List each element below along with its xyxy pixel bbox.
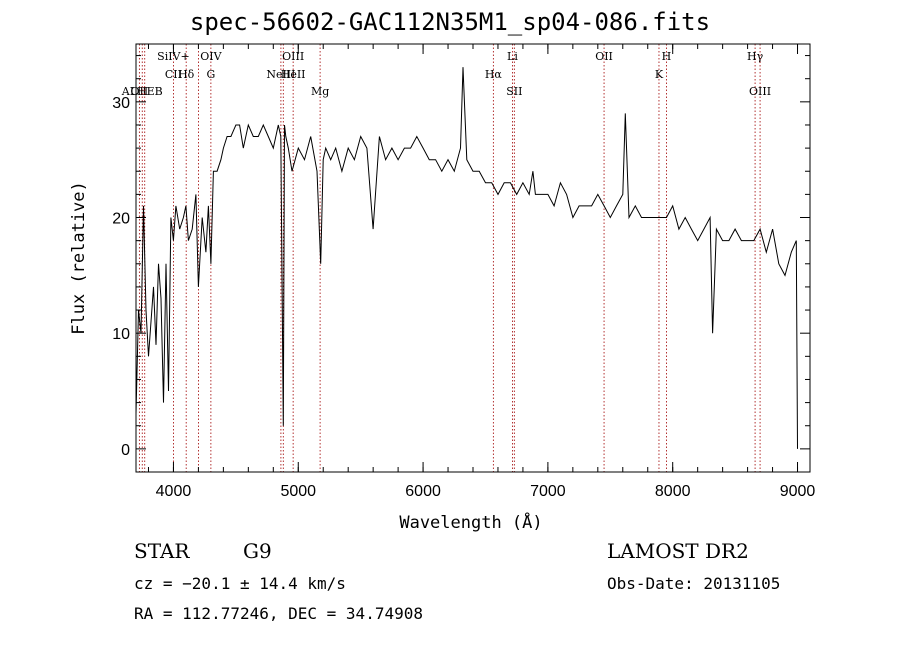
plot-frame: [135, 43, 811, 473]
y-tick-label: 20: [112, 211, 130, 228]
redshift-readout: cz = −20.1 ± 14.4 km/s: [134, 574, 346, 593]
y-tick-label: 30: [112, 95, 130, 112]
y-axis-ticks: 0 10 20 30: [112, 55, 810, 459]
y-tick-label: 0: [121, 442, 130, 459]
x-axis-ticks: 4000 5000 6000 7000 8000 9000: [147, 44, 816, 500]
flux-series-line: [135, 67, 798, 449]
spectral-line-label: G: [206, 68, 215, 81]
spectral-line-label: NeIII: [266, 68, 295, 81]
spectral-line-label: OII: [131, 85, 149, 98]
spectral-line-label: K: [655, 68, 664, 81]
spectral-line-label: CII: [165, 68, 182, 81]
spectral-line-label: H: [662, 50, 672, 63]
y-tick-label: 10: [112, 326, 130, 343]
x-axis-label: Wavelength (Å): [399, 511, 542, 533]
spectral-line-label: OIII: [282, 50, 304, 63]
object-class: STAR: [134, 539, 190, 563]
y-axis-label: Flux (relative): [69, 181, 89, 335]
spectral-line-label: Hγ: [747, 50, 764, 63]
x-tick-label: 8000: [655, 483, 691, 500]
survey-label: LAMOST DR2: [607, 539, 749, 563]
obs-date: Obs-Date: 20131105: [607, 574, 781, 593]
chart-title: spec-56602-GAC112N35M1_sp04-086.fits: [189, 8, 711, 36]
spectral-line-label: Mg: [311, 85, 329, 98]
spectral-line-label: Li: [507, 50, 518, 63]
spectral-line-label: Hα: [485, 68, 503, 81]
spectral-line-label: HeII: [281, 68, 306, 81]
object-subclass: G9: [243, 539, 272, 563]
x-tick-label: 6000: [405, 483, 441, 500]
spectral-line-label: SII: [506, 85, 522, 98]
x-tick-label: 5000: [280, 483, 316, 500]
x-tick-label: 4000: [156, 483, 192, 500]
spectral-line-label: OIII: [749, 85, 771, 98]
spectral-line-label: ALHEB: [121, 85, 163, 98]
spectral-line-label: OIV: [200, 50, 222, 63]
spectral-line-label: SiIV+: [157, 50, 190, 63]
spectral-line-label: Hδ: [178, 68, 195, 81]
x-tick-label: 9000: [780, 483, 816, 500]
spectral-line-label: OII: [595, 50, 613, 63]
coordinates: RA = 112.77246, DEC = 34.74908: [134, 604, 423, 623]
x-tick-label: 7000: [530, 483, 566, 500]
